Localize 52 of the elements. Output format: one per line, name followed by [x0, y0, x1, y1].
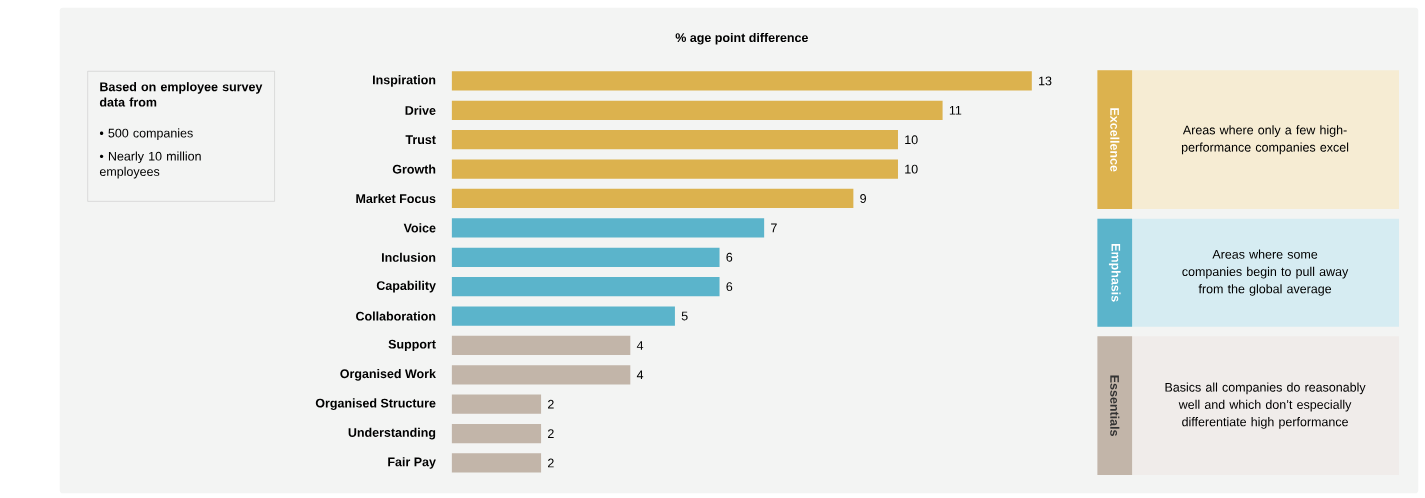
data-label: 4 [636, 370, 644, 380]
bar [451, 423, 542, 444]
bar [451, 100, 943, 120]
y-tick-label: Organised Structure [315, 398, 436, 410]
text: Excellence [1110, 108, 1120, 172]
y-tick-label: Understanding [348, 427, 436, 440]
data-label: 2 [548, 458, 554, 468]
y-tick-label: Fair Pay [388, 457, 436, 469]
text: Areas where some companies begin to pull away from the global average [1182, 249, 1349, 296]
bar [451, 306, 675, 326]
y-tick-label: Drive [405, 105, 436, 115]
bar [451, 276, 720, 297]
y-tick-label: Growth [392, 164, 436, 174]
text: Areas where only a few high-performance companies excel [1181, 125, 1349, 155]
data-label: 10 [905, 164, 918, 174]
bar [451, 130, 898, 150]
text: Emphasis [1108, 243, 1121, 302]
bar [451, 218, 765, 238]
text: • Nearly 10 million employees [99, 151, 201, 179]
y-tick-label: Trust [405, 135, 436, 144]
data-label: 6 [726, 252, 733, 262]
data-label: 10 [905, 135, 918, 145]
data-label: 13 [1039, 76, 1052, 86]
data-label: 4 [636, 341, 644, 350]
chart-title: % age point difference [675, 32, 808, 45]
y-tick-label: Market Focus [356, 193, 436, 204]
data-label: 5 [681, 311, 688, 321]
bar [451, 365, 631, 385]
data-label: 7 [771, 223, 777, 233]
bar [451, 335, 631, 355]
data-label: 11 [949, 105, 962, 115]
y-tick-label: Capability [376, 280, 436, 293]
y-tick-label: Inspiration [373, 75, 436, 87]
data-label: 2 [548, 399, 554, 409]
y-tick-label: Collaboration [356, 311, 436, 321]
bar [451, 188, 854, 209]
text: • 500 companies [99, 128, 193, 140]
bar [451, 159, 898, 179]
y-tick-label: Voice [403, 223, 436, 233]
bar [451, 71, 1032, 91]
text: Essentials [1110, 375, 1120, 436]
text: Basics all companies do reasonably well and which don’t especially differentiate high performance [1165, 382, 1366, 429]
bar [451, 453, 542, 473]
y-tick-label: Inclusion [382, 252, 436, 262]
y-tick-label: Organised Work [340, 368, 436, 381]
data-label: 6 [726, 282, 733, 291]
data-label: 9 [860, 194, 866, 203]
y-tick-label: Support [388, 339, 436, 352]
text: Based on employee survey data from [99, 82, 263, 107]
data-label: 2 [548, 429, 554, 438]
bar [451, 247, 720, 267]
bar [451, 394, 542, 414]
